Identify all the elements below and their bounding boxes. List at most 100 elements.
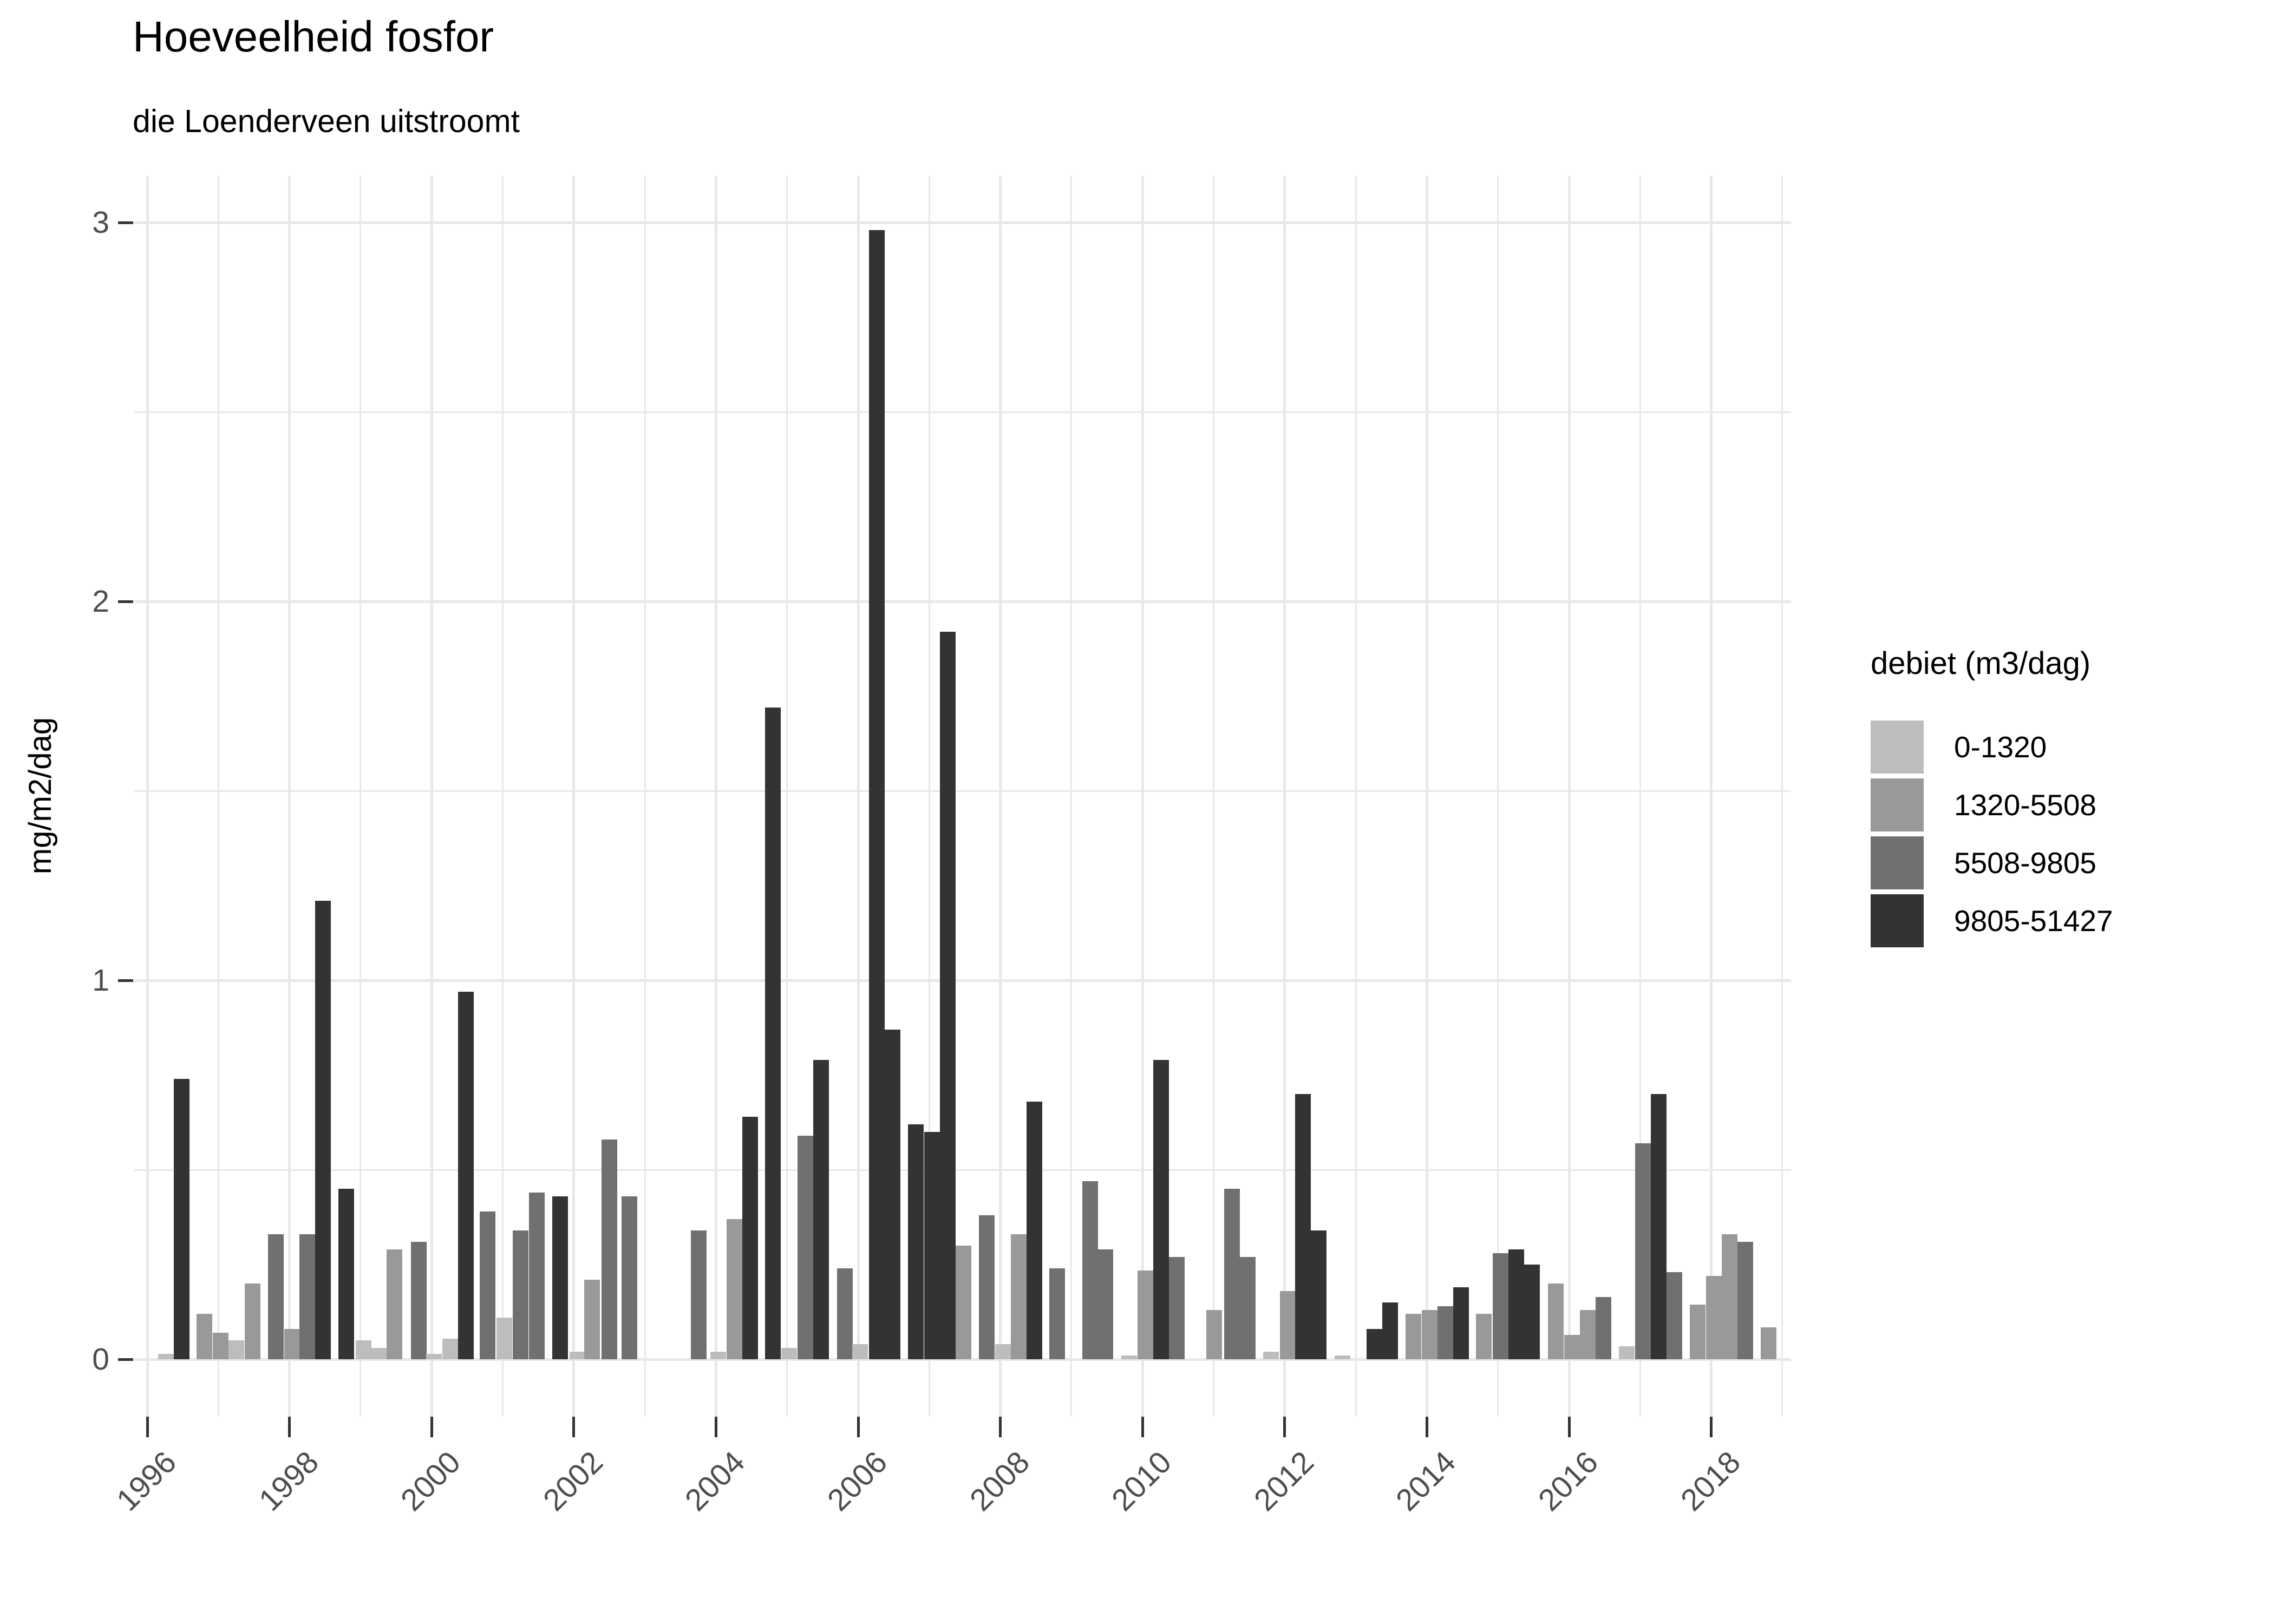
- y-tick-label: 1: [92, 963, 109, 998]
- legend-item-label: 0-1320: [1954, 730, 2047, 764]
- bar: [512, 1230, 528, 1359]
- x-tick-mark: [1710, 1417, 1713, 1437]
- bar: [813, 1060, 829, 1359]
- bar: [1168, 1257, 1185, 1359]
- x-tick-label: 2002: [536, 1444, 610, 1518]
- gridline-major-x: [146, 176, 149, 1417]
- bar: [338, 1189, 355, 1359]
- bar: [837, 1268, 853, 1359]
- legend-item: 0-1320: [1871, 721, 2271, 774]
- gridline-major-y: [134, 979, 1791, 982]
- bar: [299, 1234, 315, 1359]
- x-tick-label: 2012: [1247, 1444, 1321, 1518]
- x-tick-mark: [146, 1417, 149, 1437]
- x-tick-label: 2018: [1674, 1444, 1747, 1518]
- bar: [601, 1140, 617, 1359]
- x-tick-label: 2000: [394, 1444, 468, 1518]
- bar: [480, 1212, 496, 1359]
- bar: [907, 1124, 924, 1359]
- y-tick-label: 3: [92, 205, 109, 240]
- x-tick-label: 2004: [678, 1444, 752, 1518]
- gridline-minor-x: [1639, 176, 1641, 1417]
- bar: [1011, 1234, 1027, 1359]
- bar: [1206, 1310, 1223, 1359]
- gridline-minor-x: [1070, 176, 1073, 1417]
- x-tick-label: 2016: [1532, 1444, 1605, 1518]
- bar: [1240, 1257, 1256, 1359]
- bar: [173, 1079, 190, 1359]
- bar: [529, 1193, 545, 1359]
- bar: [710, 1352, 726, 1359]
- bar: [798, 1136, 814, 1359]
- gridline-minor-x: [786, 176, 788, 1417]
- bar: [1453, 1287, 1469, 1359]
- gridline-minor-y: [134, 411, 1791, 413]
- gridline-major-y: [134, 1358, 1791, 1361]
- bar: [268, 1234, 284, 1359]
- bar: [1595, 1296, 1611, 1359]
- bar: [1263, 1352, 1279, 1359]
- gridline-minor-x: [644, 176, 646, 1417]
- legend-item: 5508-9805: [1871, 836, 2271, 889]
- bar: [727, 1219, 743, 1359]
- bar: [1049, 1268, 1066, 1359]
- bar: [1475, 1314, 1492, 1359]
- bar: [1722, 1234, 1738, 1359]
- bar: [552, 1196, 568, 1359]
- bar: [1295, 1094, 1311, 1359]
- bar: [212, 1333, 228, 1359]
- bar: [955, 1246, 971, 1359]
- bar: [1524, 1265, 1540, 1359]
- legend: debiet (m3/dag) 0-1320 1320-5508 5508-9805…: [1871, 645, 2271, 952]
- bar: [355, 1340, 371, 1359]
- bar: [1618, 1346, 1635, 1359]
- bar: [196, 1314, 212, 1359]
- x-tick-label: 1998: [252, 1444, 325, 1518]
- gridline-minor-x: [928, 176, 930, 1417]
- x-tick-mark: [1425, 1417, 1428, 1437]
- x-tick-mark: [999, 1417, 1002, 1437]
- bar: [1635, 1143, 1651, 1359]
- gridline-minor-x: [360, 176, 362, 1417]
- bar: [387, 1249, 403, 1359]
- x-tick-mark: [1283, 1417, 1286, 1437]
- bar: [244, 1284, 260, 1359]
- bar: [1097, 1249, 1114, 1359]
- legend-swatch: [1871, 721, 1924, 774]
- bar: [868, 230, 885, 1359]
- bar: [1650, 1094, 1667, 1359]
- x-tick-mark: [857, 1417, 860, 1437]
- bar: [1366, 1329, 1382, 1359]
- gridline-major-x: [288, 176, 291, 1417]
- bar: [1224, 1189, 1240, 1359]
- bar: [1579, 1310, 1596, 1359]
- bar: [1737, 1242, 1754, 1359]
- x-tick-mark: [714, 1417, 717, 1437]
- plot-panel: [134, 176, 1791, 1417]
- bar: [884, 1030, 900, 1359]
- legend-item: 1320-5508: [1871, 778, 2271, 831]
- x-tick-mark: [572, 1417, 576, 1437]
- gridline-minor-x: [1497, 176, 1499, 1417]
- bar: [1547, 1284, 1564, 1359]
- x-tick-label: 2008: [963, 1444, 1036, 1518]
- gridline-major-x: [1283, 176, 1286, 1417]
- bar: [979, 1215, 995, 1359]
- bar: [1706, 1276, 1722, 1359]
- bar: [569, 1352, 585, 1359]
- bar: [315, 901, 331, 1359]
- bar: [158, 1353, 174, 1359]
- bar: [1082, 1181, 1098, 1359]
- y-axis-title: mg/m2/dag: [23, 717, 58, 875]
- y-tick-mark: [118, 1358, 133, 1361]
- gridline-minor-x: [1781, 176, 1783, 1417]
- bar: [1761, 1327, 1777, 1359]
- bar: [1137, 1270, 1153, 1359]
- bar: [995, 1344, 1011, 1359]
- bar: [228, 1340, 244, 1359]
- bar: [1690, 1304, 1706, 1359]
- bar: [1311, 1230, 1327, 1359]
- legend-title: debiet (m3/dag): [1871, 646, 2091, 681]
- bar: [1422, 1310, 1438, 1359]
